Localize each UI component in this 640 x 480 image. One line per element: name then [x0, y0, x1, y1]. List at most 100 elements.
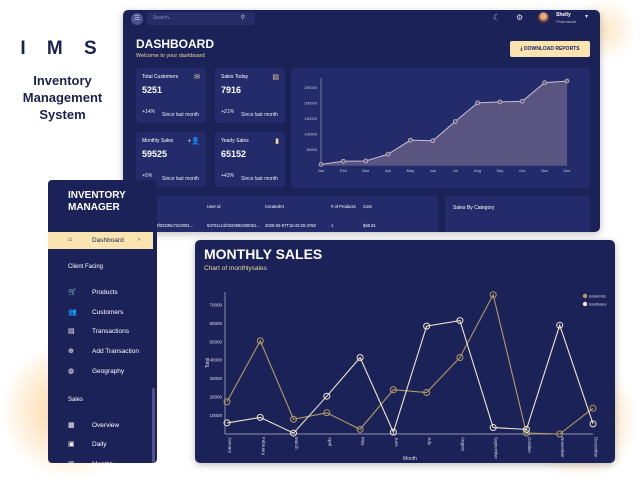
table-cell: 2025-02-07T15:43:20.476Z [265, 223, 316, 228]
stat-card: Sales Today 7916 +21% Since last month ▤ [215, 68, 285, 123]
card-title: Yearly Sales [221, 138, 249, 144]
sidebar-item-label: Daily [92, 441, 107, 449]
data-point [519, 99, 525, 104]
search-placeholder: Search... [153, 15, 174, 21]
y-tick-label: 50000 [306, 148, 317, 152]
data-point [542, 80, 547, 85]
y-tick-label: 40000 [209, 358, 222, 363]
sidebar-item-monthly[interactable]: ▣ Monthly [48, 456, 153, 463]
data-point [456, 317, 464, 325]
logo-line: INVENTORY [68, 190, 126, 201]
sidebar-item-overview[interactable]: ▦ Overview [48, 417, 153, 434]
sidebar-item-label: Products [92, 289, 118, 296]
card-change: +21% [221, 109, 234, 115]
customers-icon: 👥 [68, 308, 77, 316]
legend-label: totalSales [589, 302, 607, 307]
data-point [363, 158, 369, 164]
dashboard-window: ☰ Search... ⚲ ☾ ⚙ Shelly Pharmacist ▾ DAS… [123, 10, 600, 232]
col-header: User Id [207, 204, 221, 209]
menu-button[interactable]: ☰ [131, 13, 143, 25]
x-tick-label: Feb [340, 168, 348, 173]
data-point [256, 337, 264, 345]
dark-mode-icon[interactable]: ☾ [493, 13, 501, 22]
y-tick-label: 250000 [304, 86, 317, 90]
download-reports-button[interactable]: ⤓ DOWNLOAD REPORTS [510, 41, 590, 57]
monthly-sales-window: MONTHLY SALES Chart of monthlysales 1000… [195, 240, 615, 463]
data-point [497, 99, 503, 105]
avatar[interactable] [538, 12, 549, 23]
sidebar-logo: INVENTORY MANAGER [68, 190, 126, 214]
data-point [423, 389, 431, 397]
card-since: Since last month [241, 176, 278, 182]
data-point [256, 413, 264, 421]
x-tick-label: Jul [453, 168, 458, 173]
search-input[interactable]: Search... ⚲ [147, 12, 255, 25]
data-point [290, 429, 298, 437]
legend-swatch [582, 293, 588, 299]
download-icon: ⤓ [520, 46, 525, 52]
sidebar-item-daily[interactable]: ▣ Daily [48, 436, 153, 453]
sidebar-item-add-transaction[interactable]: ⊕ Add Transaction [48, 343, 153, 360]
sidebar-item-customers[interactable]: 👥 Customers [48, 304, 153, 321]
data-point [423, 322, 431, 330]
data-point [223, 419, 231, 427]
sidebar-item-label: Geography [92, 367, 125, 375]
x-tick-label: December [594, 437, 599, 458]
data-point [389, 386, 397, 394]
scrollbar[interactable] [152, 388, 155, 463]
chevron-right-icon: › [138, 236, 141, 243]
card-change: +14% [142, 109, 155, 115]
sidebar: INVENTORY MANAGER ⌂ Dashboard › Client Faci… [48, 180, 157, 463]
y-tick-label: 50000 [209, 339, 222, 344]
x-tick-label: July [427, 437, 432, 446]
x-tick-label: Jan [318, 168, 324, 173]
x-tick-label: Sep [496, 168, 504, 173]
geography-icon: ◍ [68, 367, 75, 375]
data-point [323, 392, 331, 400]
x-axis-label: Month [403, 456, 417, 462]
email-icon: ✉ [194, 74, 200, 81]
download-label: DOWNLOAD REPORTS [524, 46, 580, 52]
sidebar-item-label: Overview [92, 421, 120, 429]
sidebar-item-transactions[interactable]: ▤ Transactions [48, 323, 153, 340]
legend-swatch [582, 301, 588, 307]
y-tick-label: 60000 [209, 321, 222, 326]
home-icon: ⌂ [68, 236, 73, 243]
card-value: 7916 [221, 85, 242, 95]
traffic-icon: ▮ [275, 138, 279, 145]
col-header: # of Products [331, 204, 356, 209]
y-axis-label: Total [205, 358, 211, 369]
x-tick-label: April [327, 437, 332, 446]
y-tick-label: 30000 [209, 376, 222, 381]
gear-icon[interactable]: ⚙ [516, 13, 524, 22]
sidebar-item-dashboard[interactable]: ⌂ Dashboard › [48, 232, 153, 249]
table-cell: $46.81 [363, 223, 376, 228]
data-point [290, 415, 298, 423]
sidebar-item-label: Monthly [92, 461, 115, 463]
data-point [489, 291, 497, 299]
legend-label: totalUnits [589, 294, 606, 299]
sidebar-item-products[interactable]: 🛒 Products [48, 284, 153, 301]
card-title: Total Customers [142, 74, 179, 80]
y-tick-label: 100000 [304, 132, 317, 136]
sidebar-item-label: Customers [92, 308, 124, 316]
topbar: ☰ Search... ⚲ ☾ ⚙ Shelly Pharmacist ▾ [123, 10, 600, 26]
chevron-down-icon[interactable]: ▾ [585, 14, 589, 20]
sidebar-item-geography[interactable]: ◍ Geography [48, 363, 153, 380]
y-tick-label: 200000 [304, 101, 317, 105]
x-tick-label: March [294, 437, 299, 450]
card-value: 5251 [142, 85, 163, 95]
search-icon[interactable]: ⚲ [240, 15, 245, 21]
card-change: +5% [142, 173, 153, 179]
x-tick-label: Jun [430, 168, 436, 173]
sidebar-section-label: Sales [68, 396, 84, 403]
brand-tagline: Inventory Management System [22, 73, 103, 122]
x-tick-label: February [261, 437, 266, 456]
series-line-totalUnits [226, 293, 594, 435]
data-point [589, 420, 597, 428]
data-point [356, 425, 364, 433]
yearly-sales-area-chart: 50000 100000 150000 200000 250000 Jan Feb Mar Ap… [291, 68, 590, 188]
x-tick-label: Dec [563, 168, 570, 173]
daily-icon: ▣ [68, 441, 75, 449]
point-of-sale-icon: ▤ [272, 74, 279, 81]
